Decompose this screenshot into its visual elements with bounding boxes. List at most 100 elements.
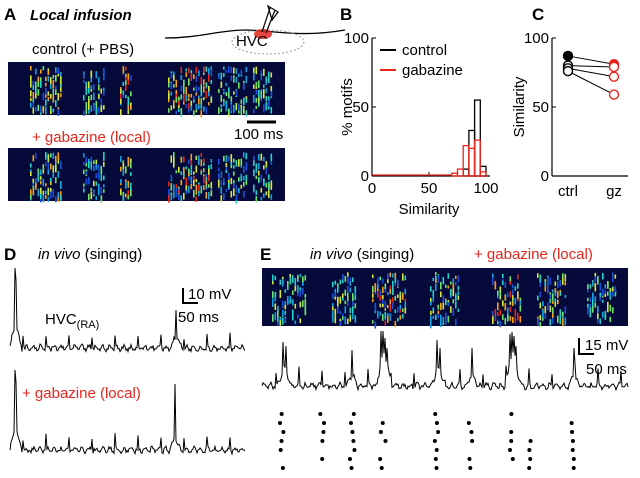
- spectrogram-pixel: [337, 301, 339, 309]
- spectrogram-pixel: [387, 315, 389, 323]
- spectrogram-pixel: [447, 315, 450, 323]
- spectrogram-pixel: [245, 178, 248, 185]
- spectrogram-pixel: [372, 274, 374, 278]
- spectrogram-pixel: [592, 281, 594, 286]
- spectrogram-pixel: [374, 302, 377, 311]
- panel-letter: B: [340, 5, 352, 24]
- spectrogram-pixel: [265, 102, 268, 111]
- spectrogram-pixel: [602, 299, 604, 303]
- spectrogram-pixel: [253, 67, 255, 73]
- spectrogram-pixel: [389, 299, 392, 304]
- spectrogram-pixel: [95, 196, 98, 201]
- spectrogram-pixel: [452, 299, 455, 304]
- spectrogram-pixel: [218, 75, 220, 79]
- spectrogram-pixel: [612, 277, 614, 283]
- spectrogram-pixel: [233, 171, 235, 176]
- spectrogram-pixel: [379, 289, 382, 296]
- spectrogram-pixel: [208, 174, 210, 182]
- spectrogram-pixel: [98, 183, 100, 191]
- spectrogram-pixel: [258, 97, 260, 105]
- spectrogram-pixel: [90, 70, 93, 78]
- spectrogram-pixel: [93, 165, 95, 170]
- spectrogram-pixel: [188, 185, 190, 193]
- spectrogram-pixel: [612, 292, 614, 297]
- spectrogram-pixel: [502, 301, 504, 307]
- spectrogram-pixel: [168, 93, 170, 100]
- spectrogram-pixel: [230, 110, 233, 114]
- spectrogram-pixel: [607, 301, 609, 307]
- spectrogram-pixel: [130, 161, 132, 169]
- spectrogram-pixel: [238, 189, 240, 194]
- spectrogram-pixel: [185, 72, 188, 77]
- spectrogram-pixel: [170, 72, 173, 79]
- spectrogram-pixel: [47, 96, 50, 101]
- spectrogram-pixel: [374, 290, 377, 295]
- spectrogram-pixel: [437, 304, 440, 310]
- spectrogram-pixel: [190, 153, 193, 161]
- spectrogram-pixel: [559, 291, 562, 296]
- spectrogram-pixel: [57, 67, 60, 72]
- spectrogram-pixel: [37, 188, 40, 197]
- spectrogram-pixel: [125, 94, 127, 99]
- spectrogram-pixel: [100, 195, 103, 203]
- spectrogram-pixel: [188, 159, 190, 165]
- spectrogram-pixel: [205, 176, 208, 182]
- spectrogram-pixel: [50, 108, 52, 115]
- spectrogram-pixel: [564, 273, 567, 279]
- scale-label: 10 mV: [188, 286, 231, 303]
- spike-dot: [383, 439, 388, 443]
- spectrogram-pixel: [255, 66, 258, 75]
- spectrogram-pixel: [552, 289, 554, 293]
- spectrogram-pixel: [208, 102, 210, 106]
- spike-dot: [379, 466, 384, 470]
- spectrogram-pixel: [30, 90, 32, 97]
- spectrogram-pixel: [47, 169, 50, 175]
- spectrogram-pixel: [193, 97, 195, 103]
- spectrogram-pixel: [45, 161, 47, 167]
- spike-dot: [320, 457, 325, 461]
- spectrogram-pixel: [504, 303, 507, 311]
- spike-dot: [509, 439, 514, 443]
- spectrogram-pixel: [564, 281, 567, 286]
- spectrogram-pixel: [50, 77, 52, 85]
- spectrogram-pixel: [52, 167, 55, 173]
- spectrogram-pixel: [195, 85, 198, 93]
- spectrogram-pixel: [599, 293, 602, 301]
- spectrogram-pixel: [394, 320, 397, 328]
- spectrogram-pixel: [233, 106, 235, 113]
- spectrogram-pixel: [100, 166, 103, 175]
- spectrogram-pixel: [612, 272, 614, 278]
- spectrogram-pixel: [88, 177, 90, 185]
- spectrogram-pixel: [95, 163, 98, 170]
- spike-dot: [318, 412, 323, 416]
- spectrogram-pixel: [547, 302, 549, 311]
- spectrogram-pixel: [255, 89, 258, 95]
- spectrogram-pixel: [183, 94, 185, 102]
- spectrogram-pixel: [342, 293, 344, 299]
- spectrogram-pixel: [83, 110, 85, 116]
- spectrogram-pixel: [193, 74, 195, 79]
- spectrogram-pixel: [178, 166, 180, 173]
- spike-dot: [281, 430, 286, 434]
- spectrogram-pixel: [404, 288, 407, 295]
- spectrogram-pixel: [190, 183, 193, 190]
- spectrogram-pixel: [263, 156, 265, 162]
- spectrogram-pixel: [230, 66, 233, 73]
- spectrogram-pixel: [289, 276, 292, 285]
- spectrogram-pixel: [514, 317, 517, 323]
- spectrogram-pixel: [597, 309, 599, 317]
- spectrogram-pixel: [594, 272, 597, 279]
- spectrogram-pixel: [445, 299, 447, 306]
- spectrogram-pixel: [60, 161, 62, 170]
- spectrogram-pixel: [233, 91, 235, 95]
- spectrogram-pixel: [450, 281, 452, 285]
- spectrogram-pixel: [32, 91, 35, 100]
- spectrogram-pixel: [589, 311, 592, 318]
- spectrogram-pixel: [594, 276, 597, 283]
- spectrogram-pixel: [542, 310, 544, 319]
- spectrogram-pixel: [95, 71, 98, 79]
- spectrogram-pixel: [552, 300, 554, 304]
- spectrogram-pixel: [299, 287, 302, 295]
- spectrogram-pixel: [279, 291, 282, 298]
- spectrogram-pixel: [225, 91, 228, 96]
